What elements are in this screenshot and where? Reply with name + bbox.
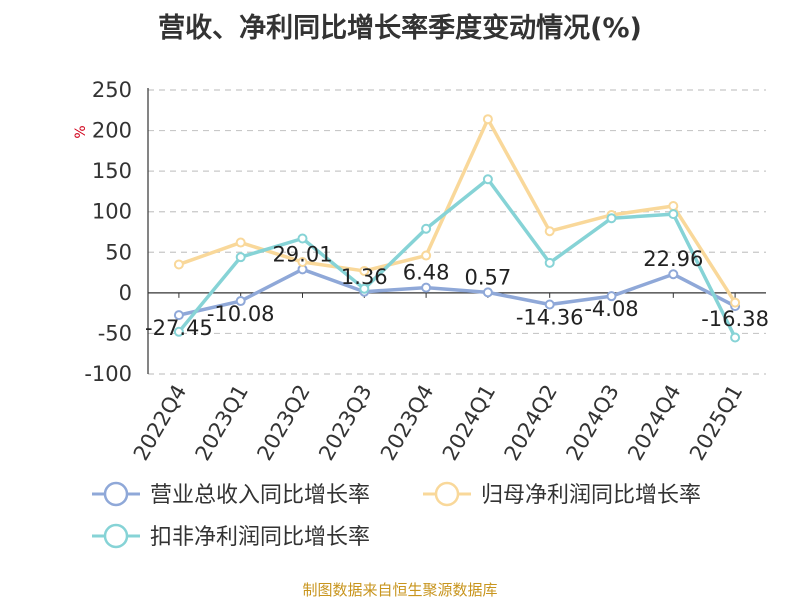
data-point <box>482 174 493 185</box>
data-point <box>544 257 555 268</box>
data-point <box>668 269 679 280</box>
data-point <box>359 265 370 276</box>
y-axis-unit: % <box>73 125 89 138</box>
chart-source: 制图数据来自恒生聚源数据库 <box>302 581 498 599</box>
grid-layer <box>148 89 766 375</box>
legend-marker <box>434 481 460 507</box>
y-tick-label: 0 <box>119 281 132 305</box>
x-tick-label: 2022Q4 <box>129 381 191 465</box>
data-label: 0.57 <box>465 265 512 289</box>
data-label: 29.01 <box>272 242 332 266</box>
series-line-1 <box>177 117 737 305</box>
data-point <box>173 259 184 270</box>
x-tick-label: 2023Q3 <box>314 381 376 465</box>
data-point <box>173 310 184 321</box>
data-label: -16.38 <box>701 307 769 331</box>
data-point <box>544 226 555 237</box>
x-tick-label: 2024Q3 <box>561 381 623 465</box>
legend-label: 归母净利润同比增长率 <box>481 483 701 508</box>
data-label: -4.08 <box>584 297 638 321</box>
data-point <box>359 283 370 294</box>
data-point <box>421 223 432 234</box>
data-label: -10.08 <box>207 302 275 326</box>
x-tick-label: 2024Q1 <box>438 381 500 465</box>
x-tick-label: 2024Q2 <box>500 381 562 465</box>
data-point <box>173 326 184 337</box>
legend-item-1[interactable]: 归母净利润同比增长率 <box>423 481 701 508</box>
data-point <box>668 209 679 220</box>
data-point <box>544 299 555 310</box>
data-point <box>235 252 246 263</box>
legend-item-2[interactable]: 扣非净利润同比增长率 <box>92 523 370 550</box>
data-label: -27.45 <box>145 316 213 340</box>
y-tick-label: 50 <box>105 240 132 264</box>
series-line-2 <box>177 177 737 340</box>
data-label: -14.36 <box>516 306 584 330</box>
data-point <box>235 296 246 307</box>
y-tick-label: 150 <box>92 159 132 183</box>
legend-marker <box>103 481 129 507</box>
data-label: 6.48 <box>403 261 450 285</box>
data-point <box>730 297 741 308</box>
legend-marker <box>103 523 129 549</box>
y-tick-label: -100 <box>84 362 132 386</box>
legend-item-0[interactable]: 营业总收入同比增长率 <box>92 481 370 508</box>
data-point <box>606 213 617 224</box>
data-point <box>297 233 308 244</box>
data-label: 22.96 <box>643 247 703 271</box>
data-label-layer: -27.45-10.08 29.01 1.36 6.48 0.57-14.36 -4.08… <box>145 242 769 340</box>
chart-title: 营收、净利同比增长率季度变动情况(%) <box>158 13 642 44</box>
y-tick-label: 200 <box>92 119 132 143</box>
series-line-0 <box>177 267 737 317</box>
x-tick-label: 2023Q1 <box>191 381 253 465</box>
x-tick-label: 2025Q1 <box>685 381 747 465</box>
data-point <box>482 114 493 125</box>
legend-label: 营业总收入同比增长率 <box>150 483 370 508</box>
data-point <box>730 332 741 343</box>
y-tick-label: 250 <box>92 78 132 102</box>
data-label: 1.36 <box>341 265 388 289</box>
y-tick-label: -50 <box>98 321 132 345</box>
x-tick-label: 2023Q2 <box>252 381 314 465</box>
data-point <box>421 282 432 293</box>
x-tick-label: 2024Q4 <box>623 381 685 465</box>
data-point <box>235 237 246 248</box>
data-point <box>482 287 493 298</box>
series-layer <box>173 114 741 343</box>
x-tick-label: 2023Q4 <box>376 380 438 464</box>
y-tick-label: 100 <box>92 200 132 224</box>
legend-label: 扣非净利润同比增长率 <box>150 525 370 550</box>
data-point <box>606 291 617 302</box>
data-point <box>668 201 679 212</box>
data-point <box>421 250 432 261</box>
data-point <box>297 257 308 268</box>
